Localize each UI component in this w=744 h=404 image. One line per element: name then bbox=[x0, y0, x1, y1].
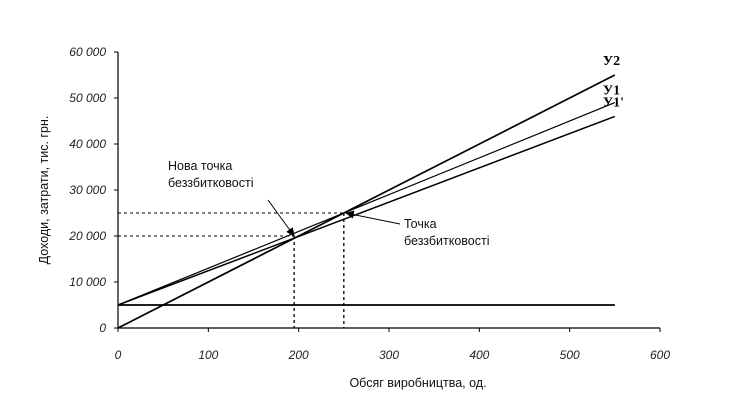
x-tick-label: 400 bbox=[469, 348, 489, 362]
x-tick-label: 500 bbox=[560, 348, 580, 362]
y-axis-title: Доходи, затрати, тис. грн. bbox=[37, 116, 51, 265]
x-tick-label: 0 bbox=[115, 348, 122, 362]
annotation-arrow bbox=[344, 210, 401, 225]
series-line bbox=[117, 115, 616, 306]
x-tick-labels: 0 100 200 300 400 500 600 bbox=[115, 328, 670, 362]
x-tick-label: 100 bbox=[198, 348, 218, 362]
y-tick-label: 20 000 bbox=[68, 229, 106, 243]
x-tick-label: 600 bbox=[650, 348, 670, 362]
series-line bbox=[117, 74, 616, 329]
y-tick-labels: 0 10 000 20 000 30 000 40 000 50 000 60 000 bbox=[68, 45, 118, 335]
y-tick-label: 50 000 bbox=[69, 91, 106, 105]
series-label: У2 bbox=[603, 54, 620, 69]
annotation-arrow bbox=[267, 199, 295, 237]
x-axis-title: Обсяг виробництва, од. bbox=[349, 376, 486, 390]
x-tick-label: 300 bbox=[379, 348, 399, 362]
series-line bbox=[117, 102, 616, 306]
x-tick-label: 200 bbox=[288, 348, 309, 362]
y-tick-label: 60 000 bbox=[69, 45, 106, 59]
annotation-text: Нова точка bbox=[168, 159, 232, 173]
y-tick-label: 30 000 bbox=[69, 183, 106, 197]
annotations: Нова точка беззбитковості Точка беззбитково… bbox=[168, 159, 490, 248]
series-label: У1 bbox=[603, 84, 620, 99]
reference-lines bbox=[118, 212, 345, 328]
annotation-text: беззбитковості bbox=[404, 234, 490, 248]
annotation-text: Точка bbox=[404, 217, 437, 231]
y-tick-label: 40 000 bbox=[69, 137, 106, 151]
series-label: У1' bbox=[603, 95, 624, 110]
y-tick-label: 10 000 bbox=[69, 275, 106, 289]
annotation-text: беззбитковості bbox=[168, 176, 254, 190]
y-tick-label: 0 bbox=[99, 321, 106, 335]
